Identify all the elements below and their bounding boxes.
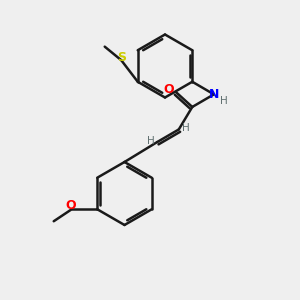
Text: H: H	[182, 123, 189, 133]
Text: N: N	[209, 88, 219, 101]
Text: O: O	[164, 83, 175, 96]
Text: H: H	[220, 96, 227, 106]
Text: H: H	[147, 136, 154, 146]
Text: S: S	[117, 51, 126, 64]
Text: O: O	[65, 199, 76, 212]
